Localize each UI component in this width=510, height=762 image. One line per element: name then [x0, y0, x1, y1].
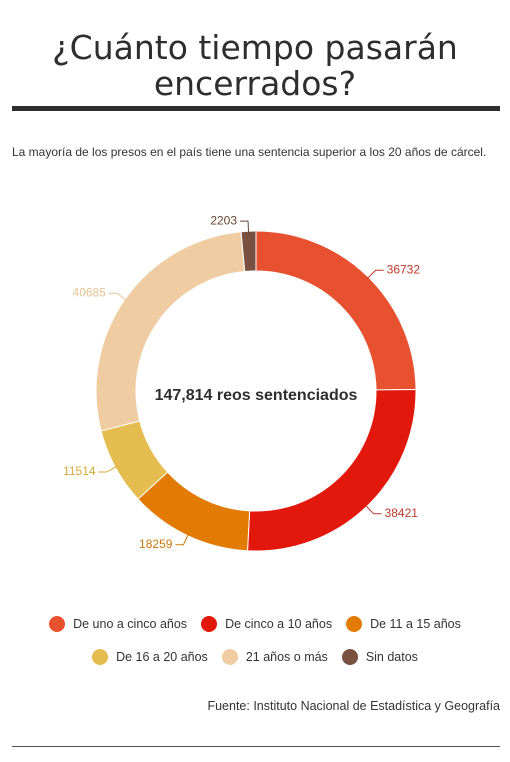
source-note: Fuente: Instituto Nacional de Estadístic… [207, 699, 500, 713]
legend-swatch [221, 649, 238, 665]
legend-label: De 11 a 15 años [370, 617, 461, 631]
data-label: 18259 [139, 537, 173, 551]
legend-item: De 11 a 15 años [346, 616, 461, 632]
leader-line [175, 533, 190, 546]
leader-line [108, 292, 128, 301]
legend-row-1: De uno a cinco años De cinco a 10 años D… [0, 616, 510, 632]
legend-label: De 16 a 20 años [116, 650, 208, 664]
data-label: 2203 [210, 213, 237, 227]
donut-slice [255, 230, 417, 391]
legend-label: De uno a cinco años [73, 617, 188, 631]
data-label: 38421 [385, 506, 419, 520]
leader-line [364, 504, 382, 515]
donut-chart: 36732 38421 18259 11514 40685 2203 147,814 re… [63, 213, 421, 552]
data-label: 11514 [63, 464, 96, 478]
data-label: 36732 [387, 262, 421, 276]
chart-subtitle: La mayoría de los presos en el país tien… [12, 145, 487, 159]
legend-swatch [346, 616, 363, 632]
chart-title: ¿Cuánto tiempo pasarán encerrados? [0, 30, 510, 102]
legend-swatch [341, 649, 358, 665]
legend-swatch [92, 649, 109, 665]
data-label: 40685 [73, 285, 107, 299]
legend-item: 21 años o más [221, 649, 328, 665]
legend-item: De cinco a 10 años [201, 616, 332, 632]
legend-swatch [201, 616, 218, 632]
leader-line [98, 465, 118, 473]
title-line-2: encerrados? [153, 64, 357, 103]
legend-item: Sin datos [341, 649, 418, 665]
title-line-1: ¿Cuánto tiempo pasarán [52, 28, 458, 67]
legend-item: De uno a cinco años [49, 616, 187, 632]
leader-line [240, 220, 250, 234]
title-divider [12, 106, 500, 111]
legend-row-2: De 16 a 20 años 21 años o más Sin datos [0, 649, 510, 665]
donut-slice [240, 230, 257, 273]
bottom-divider [12, 746, 500, 747]
legend-label: De cinco a 10 años [225, 617, 333, 631]
donut-slice [247, 388, 417, 552]
legend-label: 21 años o más [245, 650, 328, 664]
center-total-label: 147,814 reos sentenciados [155, 387, 358, 404]
legend-swatch [49, 616, 66, 632]
legend-item: De 16 a 20 años [92, 649, 208, 665]
legend-label: Sin datos [365, 650, 418, 664]
leader-line [366, 269, 384, 280]
